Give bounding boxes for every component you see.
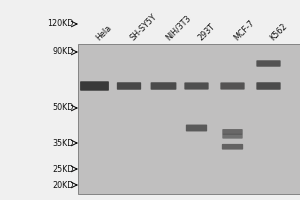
FancyBboxPatch shape <box>78 44 300 194</box>
Text: 120KD: 120KD <box>47 20 74 28</box>
Text: NIH/3T3: NIH/3T3 <box>164 13 192 42</box>
Text: 90KD: 90KD <box>52 47 74 56</box>
Text: Hela: Hela <box>94 23 114 42</box>
FancyBboxPatch shape <box>184 82 209 90</box>
FancyBboxPatch shape <box>220 82 245 90</box>
Text: 25KD: 25KD <box>52 164 74 173</box>
Text: MCF-7: MCF-7 <box>232 18 256 42</box>
FancyBboxPatch shape <box>222 134 243 139</box>
FancyBboxPatch shape <box>151 82 176 90</box>
FancyBboxPatch shape <box>117 82 141 90</box>
Text: 35KD: 35KD <box>52 138 74 148</box>
Text: SH-SY5Y: SH-SY5Y <box>129 12 159 42</box>
Text: 293T: 293T <box>196 21 217 42</box>
FancyBboxPatch shape <box>256 82 281 90</box>
FancyBboxPatch shape <box>186 125 207 131</box>
Text: 50KD: 50KD <box>52 104 74 112</box>
Text: K562: K562 <box>268 21 289 42</box>
FancyBboxPatch shape <box>256 60 281 67</box>
FancyBboxPatch shape <box>80 81 109 91</box>
FancyBboxPatch shape <box>222 144 243 150</box>
Text: 20KD: 20KD <box>52 180 74 190</box>
FancyBboxPatch shape <box>222 129 243 134</box>
